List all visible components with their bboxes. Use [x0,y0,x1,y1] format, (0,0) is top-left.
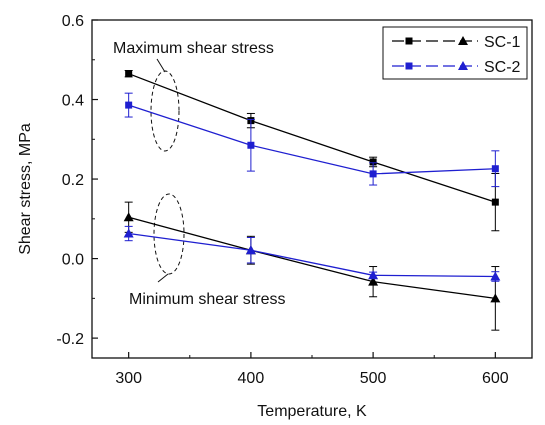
legend-square-marker [405,37,413,45]
data-point [369,158,377,166]
data-point [491,165,499,173]
series-line [128,216,496,299]
x-axis-label: Temperature, K [257,403,367,420]
series-sc-1-minimum [123,201,501,331]
series-sc-2-maximum [124,92,500,188]
data-point [123,228,134,238]
data-point [247,141,255,149]
y-tick-label: 0.4 [62,93,84,110]
legend-triangle-marker [458,36,468,45]
legend: SC-1 SC-2 [382,26,528,80]
maximum-annotation-text: Maximum shear stress [113,40,274,57]
y-tick-label: 0.0 [62,252,84,269]
x-tick-label: 600 [482,370,509,387]
data-point [245,245,256,255]
data-point [491,198,499,206]
axis-tick-labels: 300 400 500 600 -0.2 0.0 0.2 0.4 0.6 [56,13,508,387]
series-sc-2-minimum [123,225,501,282]
axis-ticks [92,19,496,358]
minimum-group-ellipse [153,193,185,275]
series-layer [123,70,501,331]
legend-triangle-marker [458,61,468,70]
y-tick-label: 0.2 [62,172,84,189]
legend-entry-sc-2: SC-2 [392,59,521,76]
data-point [369,170,377,178]
series-line [128,73,496,203]
legend-box [382,26,528,80]
maximum-annotation-leader [156,58,166,73]
y-tick-label: 0.6 [62,13,84,30]
series-line [128,104,496,175]
x-tick-label: 400 [238,370,265,387]
maximum-group-ellipse [150,70,180,152]
annotations: Maximum shear stress Minimum shear stres… [113,40,285,308]
data-point [123,212,134,222]
data-point [125,101,133,109]
minimum-annotation-leader [157,273,169,283]
data-point [125,70,133,78]
series-sc-1-maximum [124,70,500,232]
x-tick-label: 500 [360,370,387,387]
data-point [368,276,379,286]
y-tick-label: -0.2 [56,331,84,348]
legend-square-marker [405,62,413,70]
y-axis-label: Shear stress, MPa [17,123,34,255]
data-point [490,293,501,303]
data-point [490,271,501,281]
series-line [128,232,496,278]
x-tick-label: 300 [115,370,142,387]
minimum-annotation-text: Minimum shear stress [129,291,285,308]
data-point [368,270,379,280]
legend-entry-sc-1: SC-1 [392,34,521,51]
legend-label: SC-1 [484,34,521,51]
legend-label: SC-2 [484,59,521,76]
